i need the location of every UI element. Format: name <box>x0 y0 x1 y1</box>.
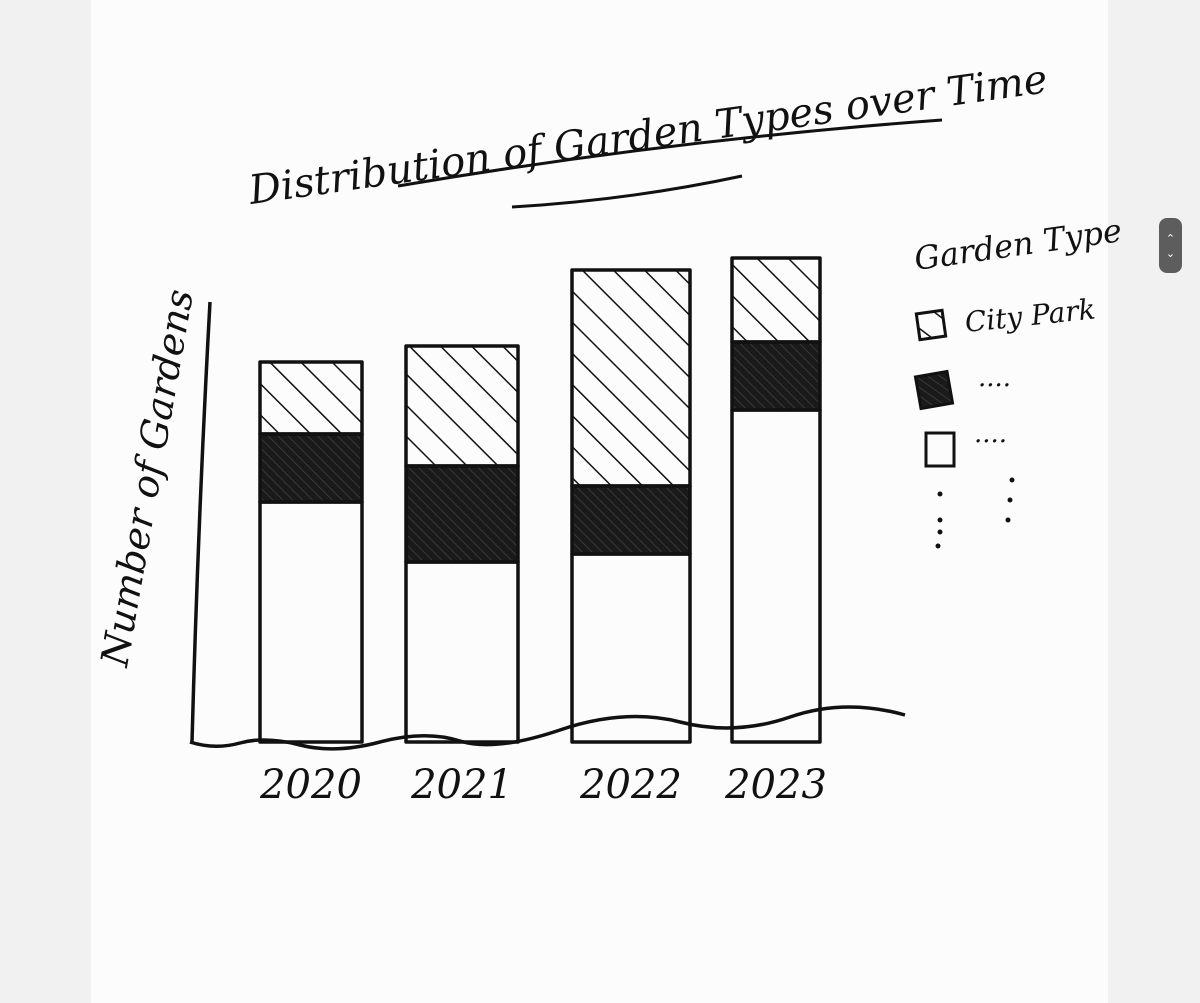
chevron-up-icon[interactable]: ⌃ <box>1165 231 1176 245</box>
x-axis-line <box>189 705 906 751</box>
bar-2020-segment-1 <box>258 500 364 744</box>
bar-2023-segment-3 <box>730 256 822 344</box>
x-tick-label-2023: 2023 <box>724 762 827 808</box>
x-tick-label-2021: 2021 <box>410 762 513 808</box>
legend-swatch-solid <box>913 369 955 411</box>
bar-2022-segment-3 <box>570 268 692 488</box>
chart-title-line-1: Distribution of Garden Types over Time <box>245 56 1050 214</box>
legend: Garden Type City Park .... .... <box>912 211 1124 549</box>
legend-continuation-dots <box>935 477 1015 549</box>
legend-title: Garden Type <box>912 211 1124 278</box>
y-axis-label: Number of Gardens <box>92 286 202 671</box>
bar-2021-segment-2 <box>404 464 520 564</box>
scroll-control[interactable]: ⌃ ⌄ <box>1159 218 1182 273</box>
bar-2021-segment-1 <box>404 560 520 744</box>
x-tick-label-2022: 2022 <box>579 762 682 808</box>
legend-label-2: .... <box>978 363 1011 393</box>
legend-label-1: City Park <box>963 292 1097 339</box>
bar-2020-segment-2 <box>258 432 364 504</box>
bar-2023-segment-2 <box>730 340 822 412</box>
bars-layer <box>258 256 822 744</box>
y-axis-line <box>190 301 212 743</box>
legend-swatch-hatched <box>914 308 948 342</box>
legend-swatch-white <box>924 431 956 468</box>
bar-2022-segment-1 <box>570 552 692 744</box>
bar-2022-segment-2 <box>570 484 692 556</box>
x-tick-labels: 2020 2021 2022 2023 <box>259 762 827 808</box>
legend-label-3: .... <box>974 419 1007 449</box>
chart-title: Distribution of Garden Types over Time <box>245 56 1050 214</box>
chevron-down-icon[interactable]: ⌄ <box>1165 246 1176 260</box>
bar-2023-segment-1 <box>730 408 822 744</box>
x-tick-label-2020: 2020 <box>259 762 362 808</box>
bar-2020-segment-3 <box>258 360 364 436</box>
bar-2021-segment-3 <box>404 344 520 468</box>
